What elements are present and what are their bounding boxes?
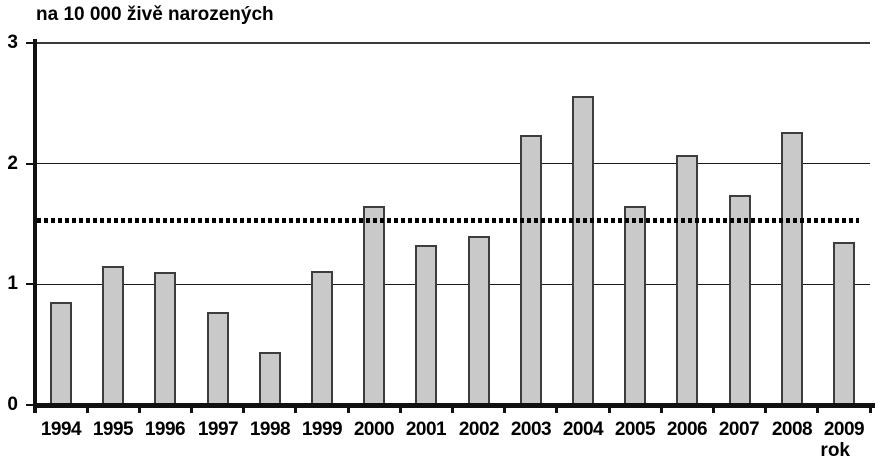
x-tick-label: 1999 (301, 419, 343, 440)
grid-line (35, 42, 870, 44)
x-axis-tick (764, 405, 767, 413)
bar (833, 242, 855, 405)
x-tick-label: 1995 (92, 419, 134, 440)
x-axis-tick (869, 405, 872, 413)
bar (363, 206, 385, 405)
bar (781, 132, 803, 405)
x-axis-tick (190, 405, 193, 413)
x-axis-tick (451, 405, 454, 413)
x-axis-tick (86, 405, 89, 413)
x-tick-label: 2002 (458, 419, 500, 440)
x-axis-tick (503, 405, 506, 413)
chart-title: na 10 000 živě narozených (36, 4, 274, 25)
x-tick-label: 2009 (823, 419, 865, 440)
x-axis-tick (399, 405, 402, 413)
reference-line (37, 218, 859, 223)
x-tick-label: 1994 (40, 419, 82, 440)
x-tick-label: 2004 (562, 419, 604, 440)
x-tick-label: 2005 (614, 419, 656, 440)
bar (676, 155, 698, 405)
y-tick-label: 0 (7, 394, 18, 415)
bar (729, 195, 751, 405)
bar (50, 302, 72, 405)
grid-line (35, 283, 870, 285)
x-tick-label: 2006 (666, 419, 708, 440)
bar (207, 312, 229, 405)
bar (520, 135, 542, 405)
bar (624, 206, 646, 405)
x-tick-label: 1998 (249, 419, 291, 440)
x-axis-tick (608, 405, 611, 413)
x-axis-tick (712, 405, 715, 413)
x-axis-line (33, 403, 875, 408)
x-axis-tick (660, 405, 663, 413)
x-axis-tick (555, 405, 558, 413)
bar (311, 271, 333, 405)
bar (259, 352, 281, 405)
x-axis-tick (816, 405, 819, 413)
x-tick-label: 2007 (718, 419, 760, 440)
y-tick-label: 1 (7, 273, 18, 295)
y-axis-tick (26, 42, 34, 44)
x-axis-tick (347, 405, 350, 413)
y-tick-label: 2 (7, 152, 18, 174)
x-tick-label: 2001 (405, 419, 447, 440)
bar (572, 96, 594, 405)
bar (154, 272, 176, 405)
x-tick-label: 2008 (771, 419, 813, 440)
y-axis-tick (26, 404, 34, 406)
x-tick-label: 2000 (353, 419, 395, 440)
grid-line (35, 163, 870, 165)
x-axis-tick (294, 405, 297, 413)
x-tick-label: 1996 (144, 419, 186, 440)
x-axis-tick (242, 405, 245, 413)
x-axis-title: rok (820, 440, 850, 461)
x-tick-label: 1997 (197, 419, 239, 440)
x-axis-tick (138, 405, 141, 413)
bar (468, 236, 490, 405)
y-tick-label: 3 (7, 32, 18, 53)
x-tick-label: 2003 (510, 419, 552, 440)
bar (415, 245, 437, 405)
y-axis-line (33, 39, 37, 413)
y-axis-tick (26, 283, 34, 286)
y-axis-tick (26, 162, 34, 165)
bar (102, 266, 124, 405)
